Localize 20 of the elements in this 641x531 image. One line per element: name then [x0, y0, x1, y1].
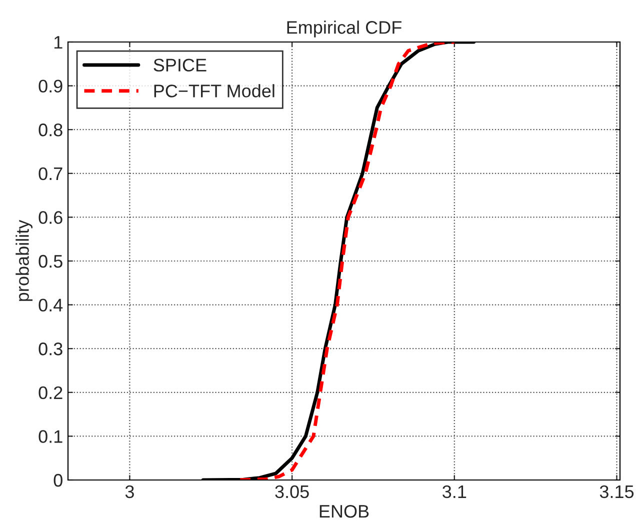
chart-title: Empirical CDF: [287, 20, 402, 38]
y-tick-label: 0: [54, 474, 62, 487]
y-axis-title: probability: [16, 220, 32, 301]
y-tick-label: 0.3: [38, 342, 62, 356]
x-tick-label: 3: [125, 485, 134, 498]
x-tick-label: 3.05: [275, 485, 309, 498]
y-tick-label: 0.1: [38, 430, 62, 443]
y-tick-label: 0.2: [38, 386, 62, 400]
x-tick-label: 3.1: [442, 485, 466, 498]
legend-label: PC−TFT Model: [154, 84, 274, 98]
y-tick-label: 0.9: [38, 80, 62, 93]
y-tick-label: 0.6: [38, 211, 62, 224]
y-tick-label: 0.4: [38, 298, 63, 312]
y-tick-label: 0.7: [38, 167, 62, 180]
x-tick-label: 3.15: [600, 485, 634, 498]
y-tick-label: 1: [54, 36, 62, 49]
legend-label: SPICE: [154, 58, 206, 72]
x-axis-title: ENOB: [320, 504, 369, 518]
y-tick-label: 0.8: [38, 124, 62, 136]
y-tick-label: 0.5: [38, 254, 62, 268]
